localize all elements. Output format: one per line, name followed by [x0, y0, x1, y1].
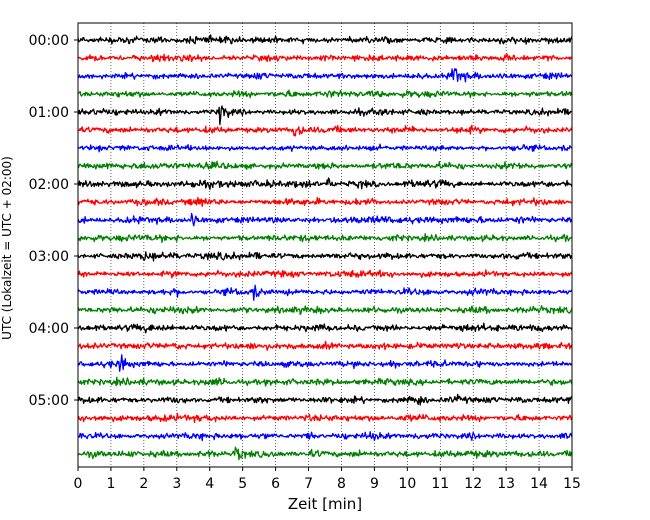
x-tick-label: 13 [497, 476, 515, 492]
seismic-trace [77, 143, 573, 153]
x-tick-label: 3 [172, 476, 181, 492]
x-tick-label: 11 [431, 476, 449, 492]
x-axis: 0 1 2 3 4 5 6 7 8 9 10 11 12 13 14 15 [74, 467, 581, 492]
y-axis-label: UTC (Lokalzeit = UTC + 02:00) [0, 156, 14, 340]
seismic-trace [77, 340, 573, 351]
minute-grid [110, 23, 540, 467]
y-tick-label: 04:00 [29, 321, 69, 337]
seismic-trace [77, 34, 573, 45]
x-tick-label: 7 [304, 476, 313, 492]
x-tick-label: 5 [238, 476, 247, 492]
x-tick-label: 8 [337, 476, 346, 492]
seismic-trace [77, 322, 573, 334]
y-tick-label: 03:00 [29, 249, 69, 265]
x-tick-label: 15 [563, 476, 581, 492]
seismic-trace [77, 284, 573, 301]
x-tick-label: 2 [139, 476, 148, 492]
x-tick-label: 6 [271, 476, 280, 492]
trace-group [77, 34, 573, 461]
y-tick-label: 01:00 [29, 105, 69, 121]
y-axis: 00:00 01:00 02:00 03:00 04:00 05:00 [29, 33, 78, 409]
seismic-trace [77, 446, 573, 461]
x-tick-label: 0 [74, 476, 83, 492]
seismic-trace [77, 68, 573, 83]
x-tick-label: 14 [530, 476, 548, 492]
x-tick-label: 12 [464, 476, 482, 492]
seismic-trace [77, 376, 573, 387]
seismic-trace [77, 89, 573, 99]
x-tick-label: 1 [106, 476, 115, 492]
x-tick-label: 10 [398, 476, 416, 492]
seismic-trace [77, 124, 573, 137]
seismic-trace [77, 354, 573, 372]
y-tick-label: 02:00 [29, 177, 69, 193]
seismic-trace [77, 160, 573, 170]
y-tick-label: 05:00 [29, 393, 69, 409]
seismic-trace [77, 232, 573, 244]
seismic-trace [77, 212, 573, 227]
plot-area [78, 23, 572, 467]
seismic-trace [77, 269, 573, 279]
x-axis-label: Zeit [min] [288, 495, 362, 513]
x-tick-label: 4 [205, 476, 214, 492]
seismic-trace [77, 412, 573, 424]
seismic-trace [77, 105, 573, 126]
seismic-trace [77, 305, 573, 316]
y-tick-label: 00:00 [29, 33, 69, 49]
seismic-trace [77, 53, 573, 63]
x-tick-label: 9 [370, 476, 379, 492]
seismic-trace [77, 251, 573, 262]
seismic-trace [77, 393, 573, 406]
seismic-trace [77, 196, 573, 207]
plot-frame [77, 22, 573, 468]
seismic-trace [77, 431, 573, 442]
seismic-trace [77, 177, 573, 190]
